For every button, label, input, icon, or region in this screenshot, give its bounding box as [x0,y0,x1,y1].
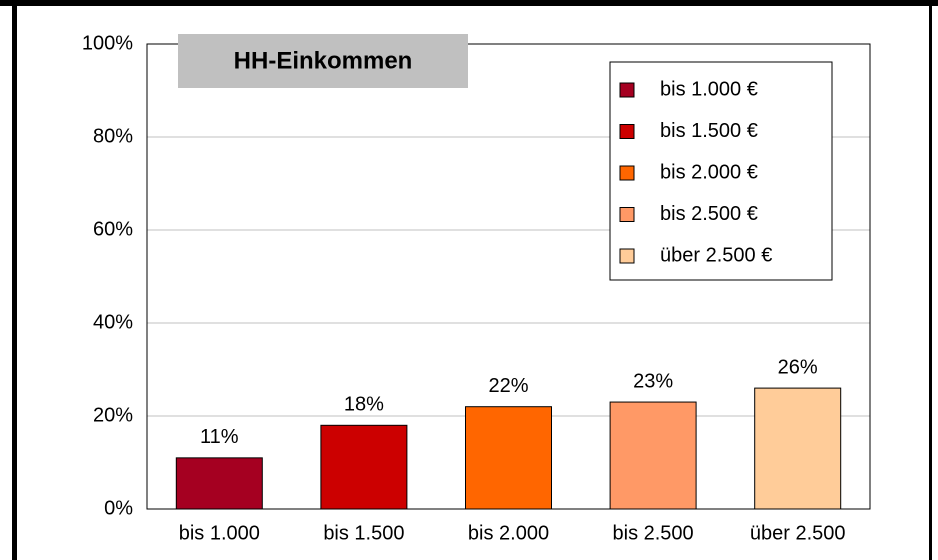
legend-label: bis 1.000 € [660,78,758,100]
legend-label: bis 2.000 € [660,161,758,183]
data-label: 11% [200,426,239,448]
bar [465,406,552,510]
y-tick-label: 100% [82,32,133,54]
y-tick-label: 40% [93,311,133,333]
bar [320,424,408,510]
x-tick-label: über 2.500 [750,522,846,544]
y-tick-label: 20% [93,404,133,426]
y-tick-label: 60% [93,218,133,240]
bar [754,387,842,510]
data-label: 23% [633,370,673,392]
plot-border [146,43,871,510]
x-tick-label: bis 2.000 [468,522,549,544]
chart-title: HH-Einkommen [234,47,413,74]
frame-left [12,0,17,560]
x-tick-label: bis 2.500 [613,522,694,544]
legend-swatch [619,248,635,264]
y-tick-label: 0% [104,497,133,519]
y-tick-label: 80% [93,125,133,147]
legend [609,61,833,281]
legend-swatch [619,165,635,181]
x-tick-label: bis 1.000 [179,522,260,544]
legend-label: über 2.500 € [660,244,772,266]
data-label: 18% [344,394,384,416]
legend-label: bis 1.500 € [660,120,758,142]
bar [175,457,263,510]
title-box [178,34,468,88]
data-label: 26% [778,356,818,378]
legend-swatch [619,82,635,98]
legend-swatch [619,207,635,222]
bars [175,387,842,510]
frame-right [929,0,932,560]
data-label: 22% [488,375,528,397]
bar [609,401,697,510]
frame-top [0,0,938,6]
x-tick-label: bis 1.500 [323,522,404,544]
legend-label: bis 2.500 € [660,203,758,225]
legend-swatch [619,124,635,139]
